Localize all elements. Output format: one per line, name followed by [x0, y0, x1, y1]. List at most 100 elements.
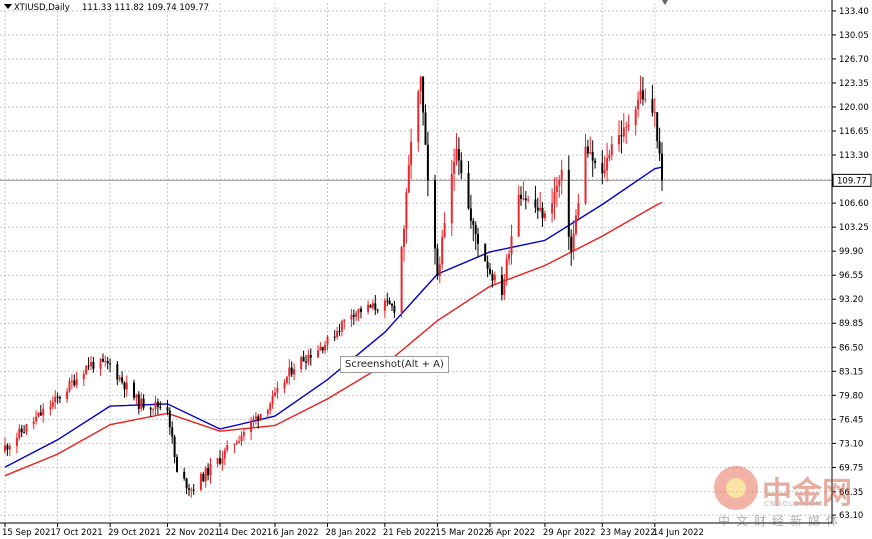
candle-body [450, 173, 453, 224]
candle [302, 350, 305, 362]
candle-body [123, 382, 126, 390]
candle-body [594, 160, 597, 163]
candle-body [319, 346, 322, 351]
candle-body [572, 233, 575, 252]
candle-body [159, 406, 162, 408]
candle [572, 219, 575, 260]
candle [352, 309, 355, 325]
candle [333, 330, 336, 342]
candle [209, 457, 212, 484]
y-tick-label: 89.85 [839, 319, 863, 329]
candle [658, 127, 661, 161]
candle [121, 371, 124, 385]
candle-body [510, 236, 513, 255]
candle [486, 255, 489, 278]
candle [204, 466, 207, 488]
candle-body [553, 192, 556, 204]
candle [319, 342, 322, 351]
candle [520, 186, 522, 206]
candle-body [558, 180, 561, 186]
candle [551, 188, 554, 223]
candle-body [266, 410, 269, 414]
candle [15, 432, 18, 454]
candle-body [188, 488, 190, 490]
candle [603, 155, 606, 178]
candle-body [524, 198, 527, 201]
candle [510, 224, 513, 265]
candle [183, 467, 186, 481]
candle-body [58, 397, 61, 399]
y-tick-label: 130.05 [839, 31, 869, 41]
candle-body [386, 300, 389, 302]
candle-body [152, 408, 155, 410]
x-tick-label: 29 Apr 2022 [543, 528, 596, 538]
candle [321, 346, 324, 354]
candle-body [460, 160, 463, 174]
candle-body [104, 360, 107, 362]
y-tick-label: 66.35 [839, 488, 863, 498]
y-tick-label: 86.50 [839, 343, 863, 353]
candle [307, 349, 310, 366]
candle [383, 298, 386, 318]
candle [355, 310, 358, 322]
y-tick-label: 79.80 [839, 391, 863, 401]
x-tick-label: 14 Jun 2022 [653, 528, 704, 538]
candle [20, 424, 23, 438]
candle [360, 306, 362, 319]
candle-body [321, 346, 324, 351]
candle [656, 112, 659, 149]
candle-body [371, 303, 374, 308]
candle-body [68, 381, 71, 392]
candle [140, 392, 143, 412]
candle-body [422, 76, 425, 113]
candle-body [99, 358, 102, 369]
candle-body [42, 408, 45, 416]
candle [508, 249, 511, 265]
x-tick-label: 29 Oct 2021 [108, 528, 161, 538]
candle [534, 185, 537, 213]
candle [118, 375, 121, 382]
candle [123, 381, 126, 398]
candle [254, 412, 257, 425]
candle-body [23, 432, 26, 434]
candle-body [577, 203, 580, 216]
candle-body [551, 203, 554, 214]
candle-body [109, 363, 112, 365]
candle-body [500, 275, 503, 295]
candle-body [32, 421, 35, 425]
candle [240, 431, 243, 446]
candle [584, 133, 587, 206]
candle-body [336, 331, 339, 337]
candle-body [199, 473, 202, 490]
candle [644, 88, 647, 103]
candle-body [250, 420, 253, 432]
candle-body [20, 428, 23, 433]
candle [257, 414, 260, 429]
candle-body [54, 396, 57, 403]
candle [104, 355, 107, 367]
candle [216, 457, 219, 468]
candle [8, 443, 11, 457]
candle [651, 84, 654, 117]
candle [171, 421, 174, 444]
chart-shift-marker-icon[interactable] [662, 0, 668, 5]
candle-body [508, 254, 511, 260]
candle-body [257, 416, 260, 421]
candle-body [106, 360, 109, 364]
candle-body [403, 228, 405, 247]
candle [266, 408, 269, 418]
y-tick-label: 120.00 [839, 103, 869, 113]
y-tick-label: 96.55 [839, 271, 863, 281]
candle [290, 361, 293, 377]
collapse-triangle-icon[interactable] [4, 4, 12, 9]
candle-body [326, 336, 329, 345]
candle [661, 142, 663, 191]
candle [242, 429, 245, 441]
y-tick-label: 123.35 [839, 79, 869, 89]
candle-body [140, 398, 143, 409]
candle [555, 177, 558, 207]
candle-body [333, 336, 336, 338]
candle-body [56, 396, 59, 398]
candle-body [238, 441, 241, 443]
candle [426, 131, 429, 197]
